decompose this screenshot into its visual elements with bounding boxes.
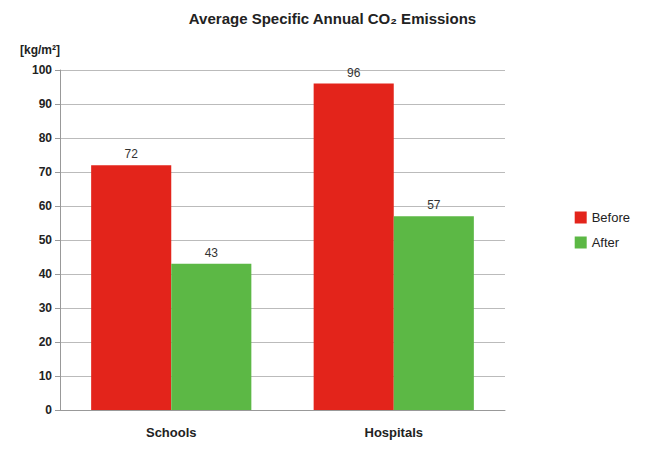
svg-text:80: 80 <box>39 131 53 145</box>
svg-text:60: 60 <box>39 199 53 213</box>
svg-text:90: 90 <box>39 97 53 111</box>
svg-text:57: 57 <box>427 198 441 212</box>
svg-text:50: 50 <box>39 233 53 247</box>
svg-text:Schools: Schools <box>146 425 197 440</box>
svg-text:10: 10 <box>39 369 53 383</box>
svg-text:Hospitals: Hospitals <box>364 425 423 440</box>
svg-text:43: 43 <box>205 246 219 260</box>
svg-text:Average Specific Annual CO₂ Em: Average Specific Annual CO₂ Emissions <box>189 10 476 27</box>
svg-text:30: 30 <box>39 301 53 315</box>
svg-text:70: 70 <box>39 165 53 179</box>
svg-text:Before: Before <box>592 210 630 225</box>
svg-text:0: 0 <box>45 403 52 417</box>
svg-text:After: After <box>592 235 620 250</box>
svg-text:20: 20 <box>39 335 53 349</box>
svg-text:100: 100 <box>32 63 52 77</box>
svg-text:96: 96 <box>347 66 361 80</box>
svg-text:40: 40 <box>39 267 53 281</box>
svg-text:72: 72 <box>125 147 139 161</box>
svg-text:[kg/m²]: [kg/m²] <box>20 43 60 57</box>
